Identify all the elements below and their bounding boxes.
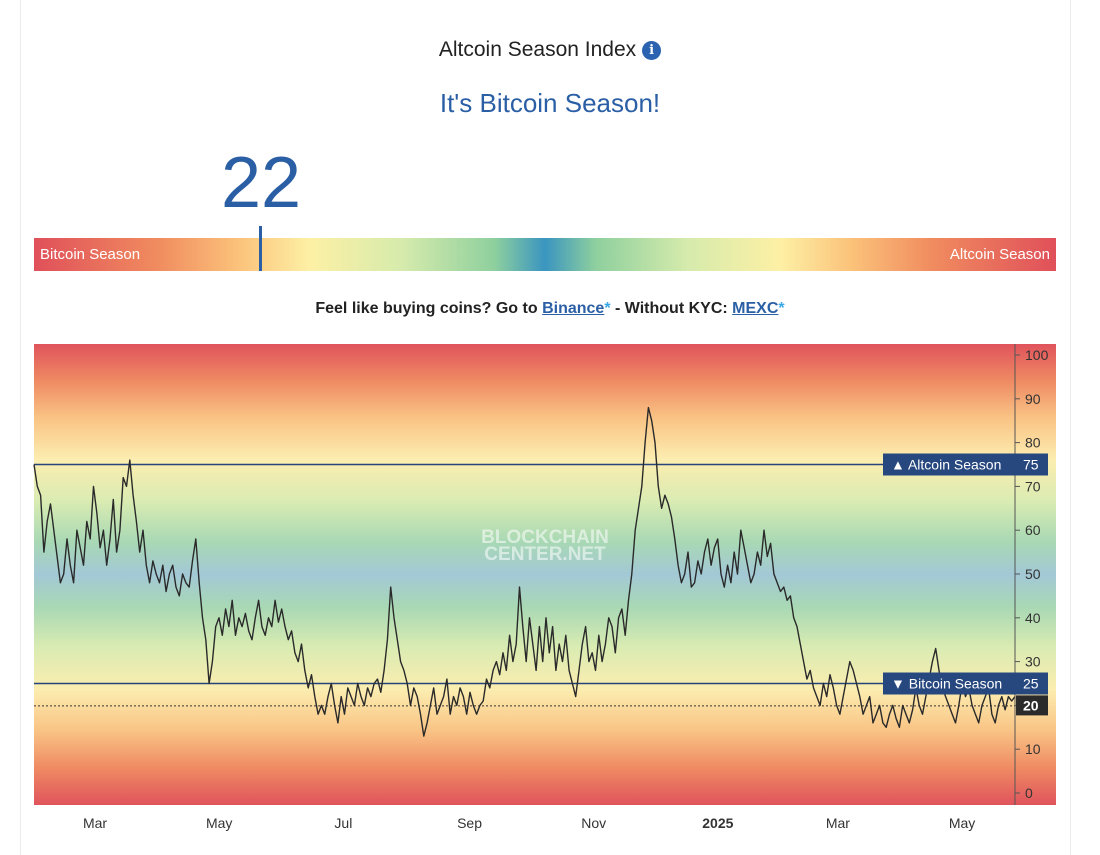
watermark-line-1: BLOCKCHAIN	[481, 527, 609, 548]
y-tick-label-10: 10	[1025, 741, 1041, 757]
threshold-value-label: 75	[1023, 457, 1039, 473]
promo-line: Feel like buying coins? Go to Binance* -…	[0, 300, 1100, 318]
threshold-value-label: 25	[1023, 676, 1039, 692]
gauge-label-bitcoin-season: Bitcoin Season	[40, 246, 141, 263]
current-value-box	[1016, 695, 1048, 716]
threshold-value-box	[1019, 672, 1048, 695]
threshold-label-box	[883, 672, 1019, 695]
x-tick-label-sep: Sep	[457, 815, 482, 831]
page-title: Altcoin Season Index i	[0, 38, 1100, 62]
y-tick-label-80: 80	[1025, 435, 1041, 451]
y-tick-label-70: 70	[1025, 478, 1041, 494]
y-tick-label-40: 40	[1025, 610, 1041, 626]
x-tick-label-2025: 2025	[702, 815, 733, 831]
content-card	[20, 0, 1071, 855]
x-tick-label-nov: Nov	[581, 815, 606, 831]
threshold-label: ▲ Altcoin Season	[891, 457, 1001, 473]
x-tick-label-mar: Mar	[826, 815, 850, 831]
info-icon[interactable]: i	[642, 41, 662, 60]
threshold-label-box	[883, 453, 1019, 476]
y-tick-label-30: 30	[1025, 654, 1041, 670]
y-tick-label-0: 0	[1025, 785, 1033, 801]
page-title-text: Altcoin Season Index	[438, 38, 637, 61]
gauge-label-altcoin-season: Altcoin Season	[949, 246, 1050, 263]
current-value-label: 20	[1023, 697, 1039, 713]
promo-middle: - Without KYC:	[615, 300, 728, 317]
binance-link[interactable]: Binance	[542, 300, 605, 317]
chart-background	[34, 344, 1056, 805]
x-tick-label-jul: Jul	[334, 815, 352, 831]
season-status: It's Bitcoin Season!	[439, 88, 661, 118]
binance-asterisk: *	[604, 300, 611, 317]
promo-prefix: Feel like buying coins? Go to	[315, 300, 538, 317]
gauge-marker	[259, 226, 262, 271]
mexc-asterisk: *	[778, 300, 785, 317]
x-tick-label-mar: Mar	[83, 815, 107, 831]
y-tick-label-90: 90	[1025, 391, 1041, 407]
threshold-label: ▼ Bitcoin Season	[891, 676, 1002, 692]
threshold-value-box	[1019, 453, 1048, 476]
series-line	[33, 406, 1016, 737]
x-tick-label-may: May	[206, 815, 232, 831]
mexc-link[interactable]: MEXC	[732, 300, 779, 317]
y-tick-label-100: 100	[1025, 347, 1049, 363]
season-gauge: Bitcoin Season Altcoin Season	[34, 238, 1056, 271]
y-tick-label-60: 60	[1025, 522, 1041, 538]
x-tick-label-may: May	[949, 815, 975, 831]
watermark-line-2: CENTER.NET	[484, 544, 606, 565]
index-value: 22	[220, 143, 302, 223]
y-tick-label-50: 50	[1025, 566, 1041, 582]
